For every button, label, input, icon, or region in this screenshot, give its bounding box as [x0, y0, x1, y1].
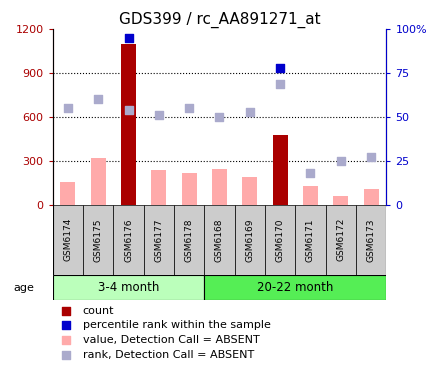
Bar [90, 158, 106, 205]
Text: GSM6169: GSM6169 [245, 218, 254, 262]
Point [336, 289, 343, 295]
Point [276, 81, 283, 87]
Bar [302, 186, 318, 205]
Text: GSM6168: GSM6168 [215, 218, 223, 262]
Bar [113, 205, 143, 275]
Title: GDS399 / rc_AA891271_at: GDS399 / rc_AA891271_at [118, 12, 320, 28]
Bar [242, 177, 257, 205]
Text: GSM6171: GSM6171 [305, 218, 314, 262]
Bar [295, 205, 325, 275]
Bar [83, 205, 113, 275]
Bar [355, 205, 385, 275]
Text: GSM6176: GSM6176 [124, 218, 133, 262]
Text: rank, Detection Call = ABSENT: rank, Detection Call = ABSENT [82, 350, 253, 359]
Point [95, 97, 102, 102]
Point [125, 35, 132, 41]
Bar [120, 44, 136, 205]
Point [64, 105, 71, 111]
Point [155, 112, 162, 118]
Bar [143, 205, 173, 275]
Bar [212, 169, 226, 205]
Text: GSM6170: GSM6170 [275, 218, 284, 262]
Text: GSM6174: GSM6174 [63, 218, 72, 261]
Text: age: age [14, 283, 35, 292]
Text: GSM6173: GSM6173 [366, 218, 375, 262]
Text: GSM6177: GSM6177 [154, 218, 163, 262]
Bar [204, 205, 234, 275]
Point [367, 154, 374, 160]
Text: value, Detection Call = ABSENT: value, Detection Call = ABSENT [82, 335, 259, 345]
Text: GSM6178: GSM6178 [184, 218, 193, 262]
Point [336, 23, 343, 29]
Bar [151, 170, 166, 205]
Point [246, 109, 253, 115]
Bar [53, 205, 83, 275]
Bar [272, 135, 287, 205]
Text: GSM6172: GSM6172 [336, 218, 345, 261]
Bar [332, 196, 348, 205]
Bar [204, 275, 385, 300]
Point [336, 156, 343, 162]
Point [336, 158, 343, 164]
Bar [363, 189, 378, 205]
Bar [173, 205, 204, 275]
Text: 3-4 month: 3-4 month [98, 281, 159, 294]
Bar [181, 172, 196, 205]
Point [185, 105, 192, 111]
Bar [60, 182, 75, 205]
Text: 20-22 month: 20-22 month [257, 281, 333, 294]
Text: percentile rank within the sample: percentile rank within the sample [82, 320, 270, 330]
Point [215, 114, 223, 120]
Point [306, 170, 313, 176]
Text: count: count [82, 306, 114, 316]
Point [125, 107, 132, 113]
Text: GSM6175: GSM6175 [93, 218, 102, 262]
Bar [53, 275, 204, 300]
Point [276, 65, 283, 71]
Bar [234, 205, 265, 275]
Bar [265, 205, 295, 275]
Bar [325, 205, 355, 275]
